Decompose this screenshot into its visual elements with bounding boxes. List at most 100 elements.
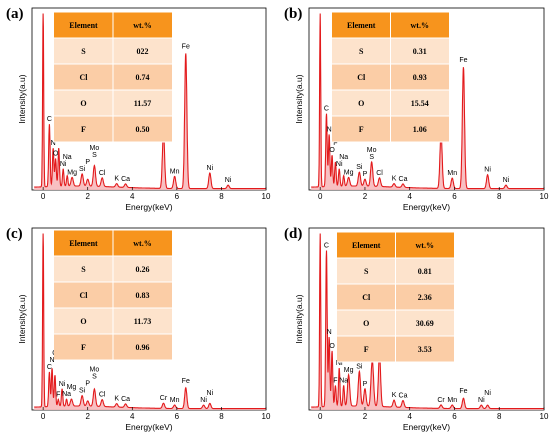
table-cell: S bbox=[359, 47, 364, 56]
panel-3: (d)0 2 4 6 8 10Energy(keV)Intensity(a.u)CNONi… bbox=[284, 226, 549, 432]
x-tick-label: 0 bbox=[318, 412, 323, 421]
table-cell: O bbox=[363, 319, 369, 328]
x-axis-label: Energy(keV) bbox=[403, 202, 450, 212]
spectrum-line bbox=[34, 13, 266, 190]
table-header-cell: wt.% bbox=[133, 21, 151, 30]
table-cell: S bbox=[81, 47, 86, 56]
x-tick-label: 2 bbox=[363, 192, 368, 201]
peak-label: F bbox=[56, 391, 60, 398]
peak-label: Fe bbox=[182, 378, 190, 385]
peak-label: N bbox=[327, 329, 332, 336]
peak-label: Cr bbox=[160, 395, 168, 402]
table-cell: 022 bbox=[137, 47, 149, 56]
x-tick-label: 0 bbox=[41, 412, 46, 421]
table-header-cell: Element bbox=[69, 239, 98, 248]
x-tick-label: 8 bbox=[219, 412, 224, 421]
table-cell: 0.50 bbox=[136, 125, 150, 134]
peak-label: S bbox=[369, 154, 374, 161]
table-header-cell: Element bbox=[69, 21, 98, 30]
peak-label: N bbox=[327, 126, 332, 133]
table-cell: 0.81 bbox=[418, 267, 432, 276]
spectrum-line bbox=[311, 13, 544, 190]
table-cell: Cl bbox=[357, 73, 366, 82]
peak-label: Na bbox=[63, 154, 72, 161]
peak-label: Ca bbox=[121, 396, 130, 403]
peak-label: Si bbox=[356, 363, 363, 370]
peak-label: F bbox=[333, 377, 337, 384]
x-tick-label: 2 bbox=[85, 192, 90, 201]
peak-label: Mo bbox=[367, 147, 377, 154]
peak-label: Ni bbox=[336, 161, 343, 168]
peak-label: Na bbox=[339, 377, 348, 384]
table-cell: F bbox=[359, 125, 364, 134]
peak-label: C bbox=[47, 116, 52, 123]
table-cell: 30.69 bbox=[416, 319, 434, 328]
x-tick-label: 10 bbox=[540, 412, 549, 421]
peak-label: C bbox=[47, 364, 52, 371]
table-cell: O bbox=[80, 317, 86, 326]
panel-2: (c) 0 2 4 6 8 10 Energy(keV) Intensity(a.u) CN O Ni… bbox=[6, 226, 271, 432]
composition-table: Element wt.% S 0.31 Cl 0.93 O 15.54 F 1.06 bbox=[332, 11, 449, 143]
x-tick-label: 10 bbox=[540, 192, 549, 201]
peak-label: Mn bbox=[447, 397, 457, 404]
peak-label: P bbox=[85, 159, 90, 166]
peak-label: Fe bbox=[459, 57, 467, 64]
peak-label: Si bbox=[79, 166, 86, 173]
x-tick-label: 4 bbox=[407, 192, 412, 201]
peak-label: K bbox=[114, 176, 119, 183]
x-tick-label: 4 bbox=[130, 412, 135, 421]
y-axis-label: Intensity(a.u) bbox=[17, 294, 27, 343]
peak-label: Ni bbox=[225, 177, 232, 184]
table-cell: F bbox=[81, 343, 86, 352]
table-cell: Cl bbox=[80, 73, 89, 82]
x-tick-label: 6 bbox=[175, 192, 180, 201]
peak-label: Cl bbox=[99, 392, 106, 399]
table-cell: 0.93 bbox=[413, 73, 427, 82]
peak-label: F bbox=[333, 140, 337, 147]
peak-label: N bbox=[50, 357, 55, 364]
peak-label: Ni bbox=[207, 390, 214, 397]
table-header-cell: wt.% bbox=[411, 21, 429, 30]
table-cell: Cl bbox=[80, 291, 89, 300]
table-header-cell: Element bbox=[347, 21, 376, 30]
peak-label: Ni bbox=[478, 397, 485, 404]
peak-label: N bbox=[51, 140, 56, 147]
table-cell: Cl bbox=[362, 293, 371, 302]
x-tick-label: 6 bbox=[175, 412, 180, 421]
peak-label: Mg bbox=[344, 169, 354, 176]
panel-label: (d) bbox=[284, 226, 302, 242]
peak-label: Cl bbox=[376, 170, 383, 177]
table-cell: 11.57 bbox=[134, 99, 152, 108]
peak-label: S bbox=[92, 374, 97, 381]
peak-label: Mg bbox=[67, 169, 77, 176]
y-axis-label: Intensity(a.u) bbox=[17, 74, 27, 123]
peak-label: Ni bbox=[207, 165, 214, 172]
table-cell: 11.73 bbox=[134, 317, 152, 326]
peak-label: P bbox=[363, 171, 368, 178]
table-cell: 0.74 bbox=[136, 73, 150, 82]
x-tick-label: 2 bbox=[363, 412, 368, 421]
peak-label: C bbox=[324, 243, 329, 250]
spectrum-line bbox=[311, 233, 544, 410]
peak-label: Ca bbox=[399, 392, 408, 399]
peak-label: Mn bbox=[170, 397, 180, 404]
peak-label: Si bbox=[356, 164, 363, 171]
peak-label: Cr bbox=[437, 397, 445, 404]
table-cell: S bbox=[364, 267, 369, 276]
x-tick-label: 8 bbox=[497, 192, 502, 201]
panel-label: (b) bbox=[284, 6, 302, 22]
y-axis-label: Intensity(a.u) bbox=[294, 294, 304, 343]
peak-label: Ni bbox=[484, 167, 491, 174]
table-cell: 2.36 bbox=[418, 293, 432, 302]
peak-label: Fe bbox=[459, 388, 467, 395]
table-cell: F bbox=[364, 345, 369, 354]
table-cell: 0.83 bbox=[136, 291, 150, 300]
peak-label: K bbox=[114, 396, 119, 403]
x-tick-label: 4 bbox=[130, 192, 135, 201]
peak-label: Ni bbox=[484, 390, 491, 397]
table-cell: O bbox=[358, 99, 364, 108]
y-axis-label: Intensity(a.u) bbox=[294, 74, 304, 123]
peak-label: Mg bbox=[344, 367, 354, 374]
